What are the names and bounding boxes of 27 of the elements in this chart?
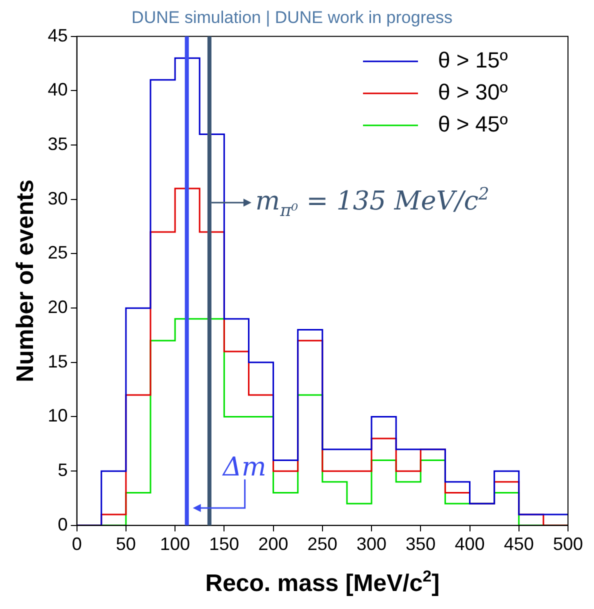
x-tick-label: 0 — [72, 534, 82, 554]
chart-title: DUNE simulation | DUNE work in progress — [132, 8, 452, 27]
ref-line-label: Δm — [222, 452, 266, 482]
x-tick-label: 250 — [307, 534, 338, 554]
y-tick-label: 20 — [48, 297, 68, 318]
y-tick-label: 25 — [48, 242, 68, 263]
y-axis-title: Number of events — [12, 180, 40, 382]
y-tick-label: 35 — [48, 134, 68, 154]
x-tick-label: 150 — [209, 534, 240, 554]
y-tick-label: 45 — [48, 25, 68, 46]
x-tick-label: 500 — [552, 534, 584, 554]
legend-label: θ > 15º — [438, 47, 508, 72]
y-tick-label: 30 — [48, 188, 68, 208]
y-tick-label: 15 — [48, 351, 68, 372]
legend-label: θ > 30º — [438, 79, 508, 104]
x-tick-label: 400 — [454, 534, 485, 554]
x-tick-label: 50 — [116, 534, 136, 554]
y-tick-label: 5 — [58, 460, 68, 480]
x-tick-label: 350 — [406, 534, 436, 554]
y-tick-label: 10 — [48, 406, 68, 426]
y-tick-label: 40 — [48, 80, 68, 100]
x-tick-label: 200 — [258, 534, 288, 554]
y-tick-label: 0 — [58, 514, 68, 534]
legend-label: θ > 45º — [438, 111, 508, 136]
x-tick-label: 300 — [356, 534, 387, 554]
x-tick-label: 450 — [504, 534, 534, 554]
x-tick-label: 100 — [160, 534, 190, 554]
